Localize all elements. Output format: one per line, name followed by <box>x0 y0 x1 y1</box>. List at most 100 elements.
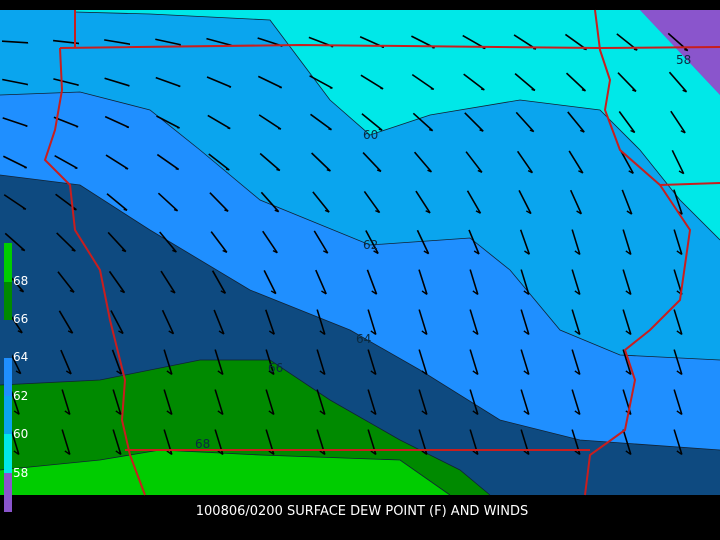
caption: 100806/0200 SURFACE DEW POINT (F) AND WI… <box>196 504 529 519</box>
contour-line <box>0 174 720 451</box>
wind-barb-flag <box>676 450 683 455</box>
wind-barb-flag <box>472 370 479 375</box>
wind-barb-flag <box>628 170 634 175</box>
wind-barb <box>367 309 377 335</box>
wind-barb-flag <box>678 170 685 175</box>
legend: 68 66 64 62 60 58 <box>4 243 28 512</box>
legend-label: 60 <box>13 427 28 441</box>
wind-barb <box>106 193 128 211</box>
wind-barb-flag <box>319 410 326 415</box>
contour-line <box>74 11 720 241</box>
wind-barb <box>571 229 581 255</box>
wind-barb-flag <box>423 250 429 255</box>
wind-barb <box>207 114 231 130</box>
wind-barb-flag <box>115 410 122 415</box>
wind-barb <box>260 191 280 213</box>
wind-barb <box>206 37 232 47</box>
wind-barb <box>469 269 479 295</box>
wind-barb-flag <box>625 450 632 455</box>
wind-barb <box>311 152 331 172</box>
wind-barb-flag <box>380 87 384 90</box>
legend-label: 62 <box>13 389 28 403</box>
wind-barb <box>571 309 581 335</box>
wind-barb-flag <box>527 170 533 174</box>
wind-barb-flag <box>217 450 224 455</box>
contour-label: 68 <box>195 437 210 451</box>
wind-barb-flag <box>274 209 279 213</box>
wind-barb <box>257 75 283 89</box>
wind-barb <box>360 74 384 90</box>
wind-barb-flag <box>532 47 537 50</box>
wind-barb-flag <box>172 249 177 253</box>
wind-barb-flag <box>268 330 275 335</box>
wind-barb <box>418 349 428 375</box>
wind-barb-flag <box>17 330 23 334</box>
wind-barb <box>520 349 530 375</box>
wind-barb-flag <box>64 410 71 415</box>
wind-barb-flag <box>583 48 587 51</box>
wind-barb-flag <box>64 450 71 455</box>
wind-barb <box>111 349 123 375</box>
wind-barb <box>622 309 632 335</box>
wind-barb <box>104 115 130 129</box>
wind-barb-flag <box>319 330 326 335</box>
wind-barb-flag <box>375 209 380 214</box>
wind-barb <box>157 192 179 212</box>
wind-barb <box>316 309 326 335</box>
wind-barb-flag <box>625 250 632 255</box>
contour-label: 64 <box>356 332 371 346</box>
wind-barb <box>520 269 530 295</box>
wind-barb-flag <box>225 168 230 171</box>
wind-barb-flag <box>371 290 377 295</box>
wind-barb <box>415 190 431 214</box>
wind-barb-flag <box>166 370 173 375</box>
contour-line <box>0 359 491 496</box>
state-borders <box>43 9 720 496</box>
wind-barb <box>622 269 632 295</box>
wind-barb <box>469 389 479 415</box>
wind-barb <box>2 155 28 169</box>
wind-barb <box>468 229 480 255</box>
wind-barb <box>622 229 632 255</box>
wind-barb-flag <box>268 370 275 375</box>
wind-barb-flag <box>472 290 479 295</box>
wind-barb <box>110 310 124 334</box>
wind-barb <box>366 269 378 295</box>
wind-barb-flag <box>115 450 122 455</box>
wind-barb <box>567 111 585 133</box>
wind-barb-flag <box>428 128 433 132</box>
wind-barb <box>569 189 583 215</box>
wind-barb-flag <box>170 290 176 294</box>
wind-barb <box>209 192 229 212</box>
wind-barb-flag <box>421 330 428 335</box>
wind-barb-flag <box>224 209 229 212</box>
wind-barb-flag <box>574 330 581 335</box>
wind-barb-flag <box>479 129 484 132</box>
wind-barb <box>10 389 20 415</box>
wind-barb-flag <box>268 450 275 455</box>
wind-barb <box>3 194 27 210</box>
wind-barb-flag <box>220 290 226 294</box>
wind-barb <box>53 78 79 86</box>
wind-barbs <box>1 32 689 455</box>
wind-barb <box>265 349 275 375</box>
wind-barb-flag <box>168 330 174 335</box>
wind-barb <box>57 271 75 293</box>
wind-barb-flag <box>523 450 530 455</box>
wind-barb <box>312 191 330 213</box>
wind-barb <box>105 154 129 170</box>
band-above-68 <box>0 450 450 495</box>
wind-barb <box>365 230 379 254</box>
wind-barb-flag <box>378 128 383 131</box>
wind-barb <box>56 232 76 252</box>
wind-barb <box>671 149 685 175</box>
wind-barb <box>1 40 29 44</box>
wind-barb-flag <box>118 330 124 335</box>
wind-barb-flag <box>574 450 581 455</box>
wind-barb-flag <box>421 410 428 415</box>
legend-label: 66 <box>13 312 28 326</box>
wind-barb-flag <box>268 410 275 415</box>
wind-barb-flag <box>531 88 536 92</box>
wind-barb-flag <box>524 250 530 255</box>
wind-barb-flag <box>319 450 326 455</box>
